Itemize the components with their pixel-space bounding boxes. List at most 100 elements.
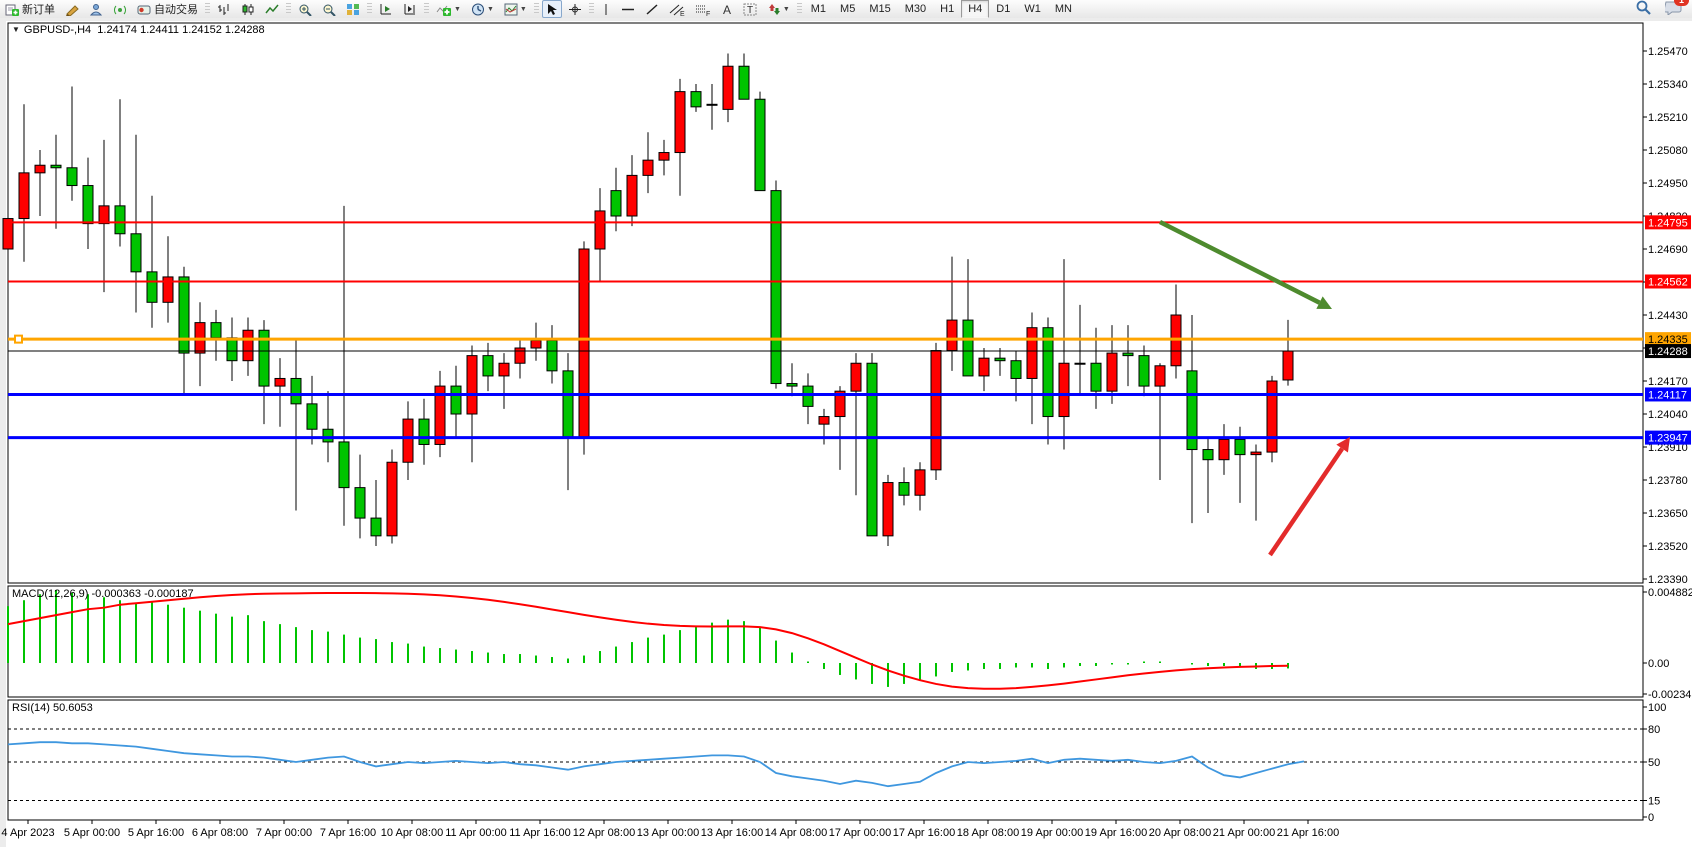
bear-candle (1090, 362, 1102, 392)
price-tick-label: 1.25210 (1648, 112, 1688, 124)
notifications-chat-icon[interactable]: 1 (1663, 0, 1689, 18)
toolbar-grip (533, 3, 539, 15)
rsi-axis-label: 15 (1648, 796, 1660, 808)
text-label-button[interactable]: T (739, 0, 761, 18)
candle-chart-button[interactable] (237, 0, 259, 18)
bull-candle (578, 248, 590, 438)
toolbar-grip (367, 3, 372, 15)
arrows-tool-button[interactable]: ▼ (763, 0, 794, 18)
toolbar-grip (796, 3, 802, 15)
red-trend-arrow[interactable] (1268, 437, 1350, 557)
timeframe-button-w1[interactable]: W1 (1024, 3, 1041, 15)
community-button[interactable] (85, 0, 107, 18)
timeframe-button-d1[interactable]: D1 (996, 3, 1011, 15)
bear-candle (962, 319, 974, 377)
time-tick-label: 19 Apr 16:00 (1085, 827, 1147, 839)
bull-candle (930, 350, 942, 471)
bear-candle (66, 167, 78, 187)
zoom-out-button[interactable] (318, 0, 340, 18)
green-trend-arrow[interactable] (1158, 219, 1332, 309)
indicators-button[interactable]: ▼ (432, 0, 465, 18)
timeframe-button-h4[interactable]: H4 (961, 0, 990, 18)
fibonacci-button[interactable]: F (691, 0, 715, 18)
bear-candle (1042, 327, 1054, 418)
arrow-shaft (1268, 447, 1345, 557)
styler-button[interactable] (61, 0, 83, 18)
time-tick-label: 4 Apr 2023 (1, 827, 54, 839)
price-badge-bg (1645, 332, 1691, 347)
community-icon (89, 3, 103, 16)
chat-badge: 1 (1674, 0, 1689, 6)
text-button[interactable]: A (717, 0, 737, 18)
price-badge-bg (1645, 215, 1691, 230)
timeframe-button-h1[interactable]: H1 (940, 3, 955, 15)
symbol-dropdown-icon[interactable]: ▼ (12, 25, 20, 34)
autotrade-button[interactable]: 自动交易 (133, 0, 202, 18)
bear-candle (610, 190, 622, 217)
line-handle-marker[interactable] (14, 334, 23, 344)
crayon-icon (65, 3, 79, 16)
chevron-down-icon: ▼ (782, 5, 790, 13)
signals-button[interactable] (109, 0, 131, 18)
macd-panel[interactable] (7, 585, 1644, 698)
templates-button[interactable]: ▼ (500, 0, 531, 18)
time-tick-label: 21 Apr 00:00 (1213, 827, 1275, 839)
new-order-button[interactable]: 新订单 (1, 0, 59, 18)
bear-candle (1010, 360, 1022, 379)
bear-candle (482, 355, 494, 377)
main-chart-panel[interactable] (7, 22, 1644, 584)
macd-axis-label: 0.004882 (1648, 587, 1692, 599)
equidistant-channel-button[interactable]: E (665, 0, 689, 18)
bear-candle (866, 362, 878, 537)
rsi-axis-label: 50 (1648, 757, 1660, 769)
chart-shift-button[interactable] (399, 0, 421, 18)
bull-candle (466, 355, 478, 415)
cursor-button[interactable] (541, 0, 562, 18)
price-tick-label: 1.24170 (1648, 376, 1688, 388)
bull-candle (946, 319, 958, 352)
price-badge-label: 1.24117 (1648, 389, 1687, 401)
chevron-down-icon: ▼ (486, 5, 494, 13)
bear-candle (370, 517, 382, 537)
bear-candle (290, 377, 302, 405)
bear-candle (690, 91, 702, 108)
price-badge-1.23947: 1.23947 (1645, 430, 1691, 445)
price-badge-1.24288: 1.24288 (1645, 344, 1691, 359)
bear-candle (754, 98, 766, 192)
price-tick-label: 1.24040 (1648, 409, 1688, 421)
rsi-axis-label: 0 (1648, 812, 1654, 824)
price-tick-label: 1.23520 (1648, 541, 1688, 553)
timeframe-button-m15[interactable]: M15 (869, 3, 891, 15)
rsi-panel[interactable] (7, 699, 1644, 821)
tile-windows-button[interactable] (342, 0, 364, 18)
vertical-line-button[interactable] (597, 0, 615, 18)
rsi-indicator-label: RSI(14) 50.6053 (12, 702, 93, 714)
bear-candle (994, 357, 1006, 362)
bear-candle (562, 370, 574, 438)
toolbar-grip (286, 3, 291, 15)
auto-scroll-button[interactable] (375, 0, 397, 18)
timeframe-button-mn[interactable]: MN (1054, 3, 1072, 15)
line-chart-button[interactable] (261, 0, 283, 18)
price-tick-label: 1.25080 (1648, 145, 1688, 157)
bar-chart-button[interactable] (213, 0, 235, 18)
timeframe-button-m5[interactable]: M5 (840, 3, 856, 15)
svg-text:A: A (723, 3, 731, 16)
timeframe-group: M1 M5 M15 M30 H1 H4 D1 W1 MN (804, 0, 1079, 18)
trendline-button[interactable] (641, 0, 663, 18)
zoom-in-button[interactable] (294, 0, 316, 18)
horizontal-line-button[interactable] (617, 0, 639, 18)
price-badge-bg (1645, 274, 1691, 289)
bull-candle (658, 152, 670, 161)
bull-candle (834, 390, 846, 418)
price-tick-label: 1.23650 (1648, 508, 1688, 520)
chart-canvas[interactable]: 1.254701.253401.252101.250801.249501.248… (0, 18, 1692, 847)
search-icon[interactable] (1636, 0, 1651, 18)
price-badge-1.24335: 1.24335 (1645, 332, 1691, 347)
crosshair-button[interactable] (564, 0, 586, 18)
timeframe-button-m30[interactable]: M30 (904, 3, 927, 15)
periods-button[interactable]: ▼ (467, 0, 498, 18)
timeframe-button-m1[interactable]: M1 (810, 3, 827, 15)
price-tick-label: 1.24690 (1648, 244, 1688, 256)
